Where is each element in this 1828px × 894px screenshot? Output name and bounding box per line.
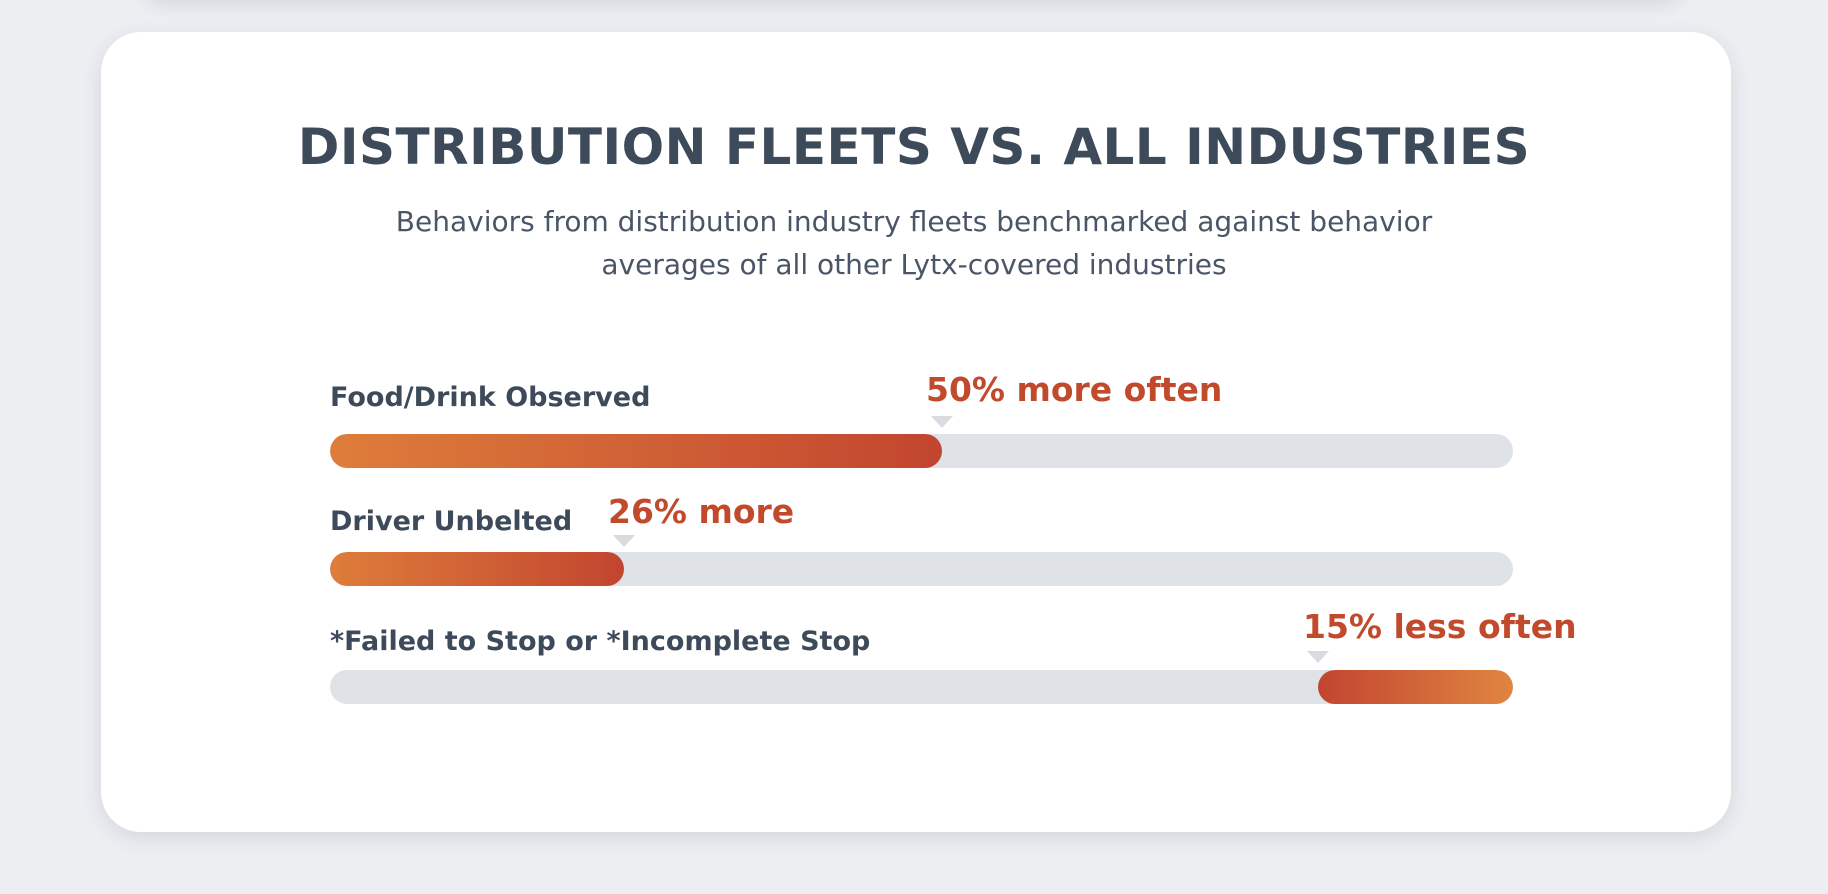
data-label-driver-unbelted: 26% more	[608, 492, 795, 531]
bar-label-driver-unbelted: Driver Unbelted	[330, 506, 573, 537]
data-label-failed-to-stop: 15% less often	[1303, 607, 1577, 646]
subtitle-line: averages of all other Lytx-covered indus…	[601, 248, 1227, 281]
bar-label-failed-to-stop: *Failed to Stop or *Incomplete Stop	[330, 626, 871, 657]
data-label-food-drink: 50% more often	[926, 370, 1223, 409]
pointer-marker	[613, 535, 635, 547]
bar-fill-failed-to-stop	[1318, 670, 1513, 704]
bar-track-driver-unbelted	[330, 552, 1513, 586]
chart-subtitle: Behaviors from distribution industry fle…	[0, 200, 1828, 286]
chart-title: DISTRIBUTION FLEETS VS. ALL INDUSTRIES	[297, 118, 1531, 176]
pointer-marker	[931, 416, 953, 428]
pointer-marker	[1307, 651, 1329, 663]
subtitle-line: Behaviors from distribution industry fle…	[395, 205, 1433, 238]
bar-track-failed-to-stop	[330, 670, 1513, 704]
bar-fill-food-drink	[330, 434, 942, 468]
bar-track-food-drink	[330, 434, 1513, 468]
bar-fill-driver-unbelted	[330, 552, 624, 586]
bar-label-food-drink: Food/Drink Observed	[330, 382, 651, 413]
